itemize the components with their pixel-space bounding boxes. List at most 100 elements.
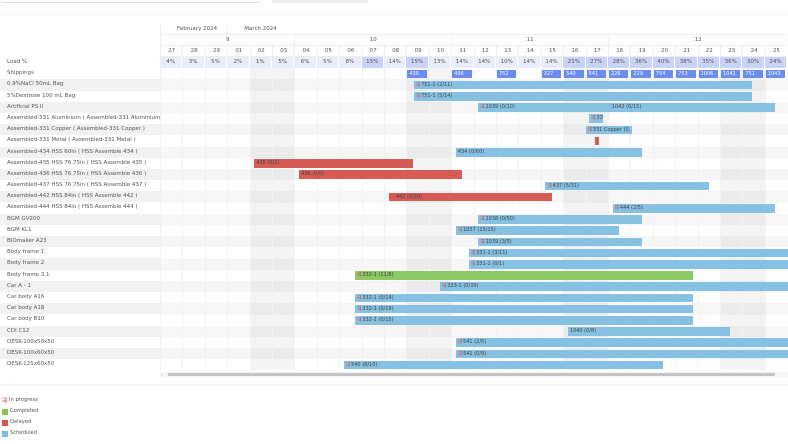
in-progress-icon: ⇶ <box>480 238 485 245</box>
gantt-bar-scheduled[interactable]: 1040 (0/8) <box>567 327 731 336</box>
resource-label[interactable]: Car body B10 <box>7 316 45 323</box>
search-bar[interactable] <box>0 0 262 3</box>
gantt-bar-scheduled[interactable]: ⇶1039 (3/5) <box>478 237 642 247</box>
gantt-bar-scheduled[interactable]: ⇶332-1 (0/19) <box>355 304 693 314</box>
day-header: 23 <box>720 46 743 57</box>
resource-label[interactable]: Assembled-437 HSS 76.75in ( HSS Assemble… <box>7 182 147 189</box>
resource-label[interactable]: Body frame 3.1 <box>7 271 50 278</box>
bar-label: 540 (8/10) <box>351 361 378 368</box>
gantt-bar-scheduled[interactable]: ⇶1038 (0/50) <box>478 215 642 224</box>
gantt-bar-scheduled[interactable]: 434 (0/60) <box>455 148 642 157</box>
resource-label[interactable]: Assembled-331 Copper ( Assembled-331 Cop… <box>0 124 160 136</box>
resource-label[interactable]: Assembled-436 HSS 76.75in ( HSS Assemble… <box>0 168 160 181</box>
resource-label[interactable]: Assembled-442 HSS 84in ( HSS Assemble 44… <box>0 191 160 203</box>
shipping-badge[interactable]: 753 <box>676 69 696 78</box>
row-label-load: Load % <box>7 59 28 65</box>
shipping-badge[interactable]: 540 <box>564 69 584 78</box>
shipping-badge[interactable]: 1041 <box>721 69 741 78</box>
resource-label[interactable]: BGM GV200 <box>0 213 160 225</box>
bar-label: 331-1 (0/1) <box>476 261 505 267</box>
resource-label[interactable]: 0.9%NaCl 50mL Bag <box>0 79 160 91</box>
gantt-bar-completed[interactable]: ⇶332-1 (11/8) <box>355 271 693 280</box>
gantt-bar-scheduled[interactable]: ⇶1039 (0/10) <box>478 103 610 112</box>
gantt-bar-scheduled[interactable]: ⇶333-1 (0/39) <box>440 282 788 291</box>
resource-label[interactable]: Car body A16 <box>7 293 45 300</box>
gantt-bar-scheduled[interactable]: ⇶541 (2/5) <box>455 338 788 347</box>
gantt-bar-scheduled[interactable]: ⇶444 (2/5) <box>612 204 776 213</box>
bar-label: 751-1 (2/11) <box>421 81 453 88</box>
row-label-shippings: Shippings <box>7 70 34 77</box>
bar-label: 1038 (0/50) <box>485 216 515 223</box>
gantt-bar-scheduled[interactable]: ⇶751-1 (2/11) <box>413 80 752 90</box>
load-cell: 14% <box>473 57 496 68</box>
gantt-bar-scheduled[interactable]: ⇶331-1 (3/11) <box>468 248 788 258</box>
shipping-badge[interactable]: 327 <box>541 69 562 78</box>
day-column <box>496 57 518 370</box>
week-header: 9 <box>160 35 295 46</box>
gantt-bar-scheduled[interactable]: ⇶540 (8/10) <box>343 360 664 370</box>
resource-label[interactable]: BIOmaker A23 <box>0 236 160 248</box>
gantt-bar-scheduled[interactable]: ⇶332-1 (0/14) <box>355 293 693 303</box>
shipping-badge[interactable]: 752 <box>497 69 517 78</box>
shipping-badge[interactable]: 436 <box>452 69 472 78</box>
shipping-badge[interactable]: 751 <box>743 69 763 78</box>
load-cell: 15% <box>361 57 384 68</box>
resource-label[interactable]: Assembled-434 HSS 60in ( HSS Assemble 43… <box>0 146 160 158</box>
resource-label[interactable]: CDI C12 <box>0 325 160 337</box>
resource-label[interactable]: BGM KL1 <box>7 226 32 233</box>
gantt-bar-scheduled[interactable]: ⇶437 (5/31) <box>545 181 709 191</box>
resource-label[interactable]: Body frame 2 <box>0 258 160 270</box>
day-column <box>563 57 586 370</box>
load-cell: 4% <box>160 57 183 68</box>
shipping-badge[interactable]: 229 <box>631 69 651 78</box>
gantt-chart[interactable]: 27 28 29 01 02 03 04 05 06 07 08 09 10 11 12 13 14 15 16 17… <box>160 24 788 370</box>
gantt-bar-delayed[interactable]: 436 (0/0) <box>299 170 463 179</box>
gantt-bar-delayed[interactable]: ⇶442 (0/20) <box>388 192 552 202</box>
resource-label[interactable]: Assembled-331 Metal ( Assembled-331 Meta… <box>7 137 136 144</box>
load-cell: 2% <box>227 57 250 68</box>
day-header: 14 <box>518 46 541 57</box>
bar-label: 444 (2/5) <box>619 205 643 211</box>
load-cell: 8% <box>339 57 362 68</box>
in-progress-icon: ⇶ <box>480 104 485 111</box>
scrollbar-thumb[interactable] <box>168 373 775 376</box>
resource-label[interactable]: Assembled-444 HSS 84in ( HSS Assemble 44… <box>7 204 138 211</box>
resource-label[interactable]: Assembled-435 HSS 76.75in ( HSS Assemble… <box>7 159 147 166</box>
bar-label: 1040 (0/8) <box>569 328 597 335</box>
resource-label[interactable]: Car A - 1 <box>0 280 160 292</box>
gantt-bar-scheduled[interactable]: 1042 (0/15) <box>609 103 776 112</box>
load-cell: 5% <box>316 57 340 68</box>
resource-label[interactable]: Artificial PS II <box>0 101 160 113</box>
day-column <box>518 57 540 370</box>
scroll-left-icon[interactable]: ‹ <box>161 372 163 377</box>
resource-label[interactable]: 5%Dextrose 100 mL Bag <box>7 92 76 99</box>
gantt-bar-scheduled[interactable]: ⇶331 <box>589 114 604 123</box>
gantt-bar-scheduled[interactable]: ⇶751-1 (5/14) <box>413 92 752 101</box>
resource-label[interactable]: DESK-125x60x50 <box>7 361 55 368</box>
shipping-badge[interactable]: 541 <box>586 69 606 78</box>
bar-label: 436 (0/0) <box>301 171 325 178</box>
shipping-badge[interactable]: 226 <box>609 69 629 78</box>
gantt-bar-scheduled[interactable]: ⇶541 (0/9) <box>455 349 788 359</box>
gantt-bar-scheduled[interactable]: ⇶332-1 (0/15) <box>355 316 693 325</box>
resource-label[interactable]: Body frame 1 <box>7 249 45 256</box>
shipping-badge[interactable]: 1006 <box>698 69 718 78</box>
gantt-bar-scheduled[interactable]: ⇶331 Copper (0, <box>585 125 633 135</box>
gantt-bar-scheduled[interactable]: ⇶1037 (15/15) <box>455 226 620 235</box>
in-progress-icon: ⇶ <box>470 249 476 256</box>
shipping-badge[interactable]: 1043 <box>765 69 786 78</box>
gantt-bar-delayed[interactable]: 435 (0/2) <box>254 159 413 168</box>
month-header: February 2024 <box>160 24 228 35</box>
day-header: 20 <box>652 46 676 57</box>
toolbar-box[interactable] <box>272 0 368 3</box>
resource-label[interactable]: DESK-100x50x50 <box>7 338 55 345</box>
shipping-badge[interactable]: 435 <box>407 69 427 78</box>
day-column <box>630 57 652 370</box>
resource-label[interactable]: Assembled-331 Aluminium ( Assembled-331 … <box>7 114 160 121</box>
resource-label[interactable]: DESK-100x60x50 <box>0 347 160 360</box>
shipping-badge[interactable]: 754 <box>653 69 674 78</box>
gantt-bar-delayed[interactable] <box>594 136 599 146</box>
resource-label[interactable]: Car body A18 <box>0 303 160 315</box>
horizontal-scrollbar[interactable]: ‹ <box>160 372 788 377</box>
gantt-bar-scheduled[interactable]: ⇶331-1 (0/1) <box>468 260 788 269</box>
